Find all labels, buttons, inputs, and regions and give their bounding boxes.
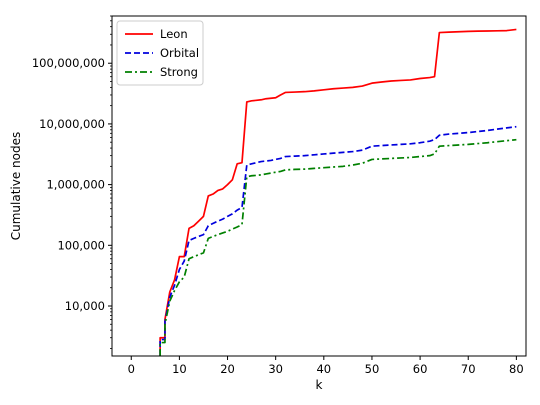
y-tick-label: 1,000,000 bbox=[46, 178, 105, 192]
legend-box bbox=[116, 20, 204, 86]
y-axis: 10,000 100,000 1,000,000 10,000,000 100,000,… bbox=[32, 15, 112, 349]
series-line-strong bbox=[159, 138, 517, 356]
series-line-leon bbox=[159, 28, 517, 356]
x-axis-label: k bbox=[316, 378, 323, 392]
x-tick-label: 70 bbox=[461, 362, 476, 376]
y-tick-label: 10,000,000 bbox=[39, 117, 105, 131]
x-tick-label: 10 bbox=[172, 362, 187, 376]
y-tick-label: 10,000 bbox=[65, 299, 105, 313]
x-tick-label: 80 bbox=[509, 362, 524, 376]
x-tick-label: 60 bbox=[413, 362, 428, 376]
y-tick-label: 100,000 bbox=[57, 238, 105, 252]
legend-label-strong: Strong bbox=[160, 65, 198, 79]
y-axis-label: Cumulative nodes bbox=[9, 132, 23, 241]
legend: Leon Orbital Strong bbox=[116, 20, 204, 86]
x-tick-label: 30 bbox=[268, 362, 283, 376]
x-axis: 0 10 20 30 40 50 60 70 80 bbox=[128, 356, 524, 376]
x-tick-label: 20 bbox=[220, 362, 235, 376]
legend-label-leon: Leon bbox=[160, 27, 188, 41]
x-tick-label: 50 bbox=[365, 362, 380, 376]
y-tick-label: 100,000,000 bbox=[32, 56, 105, 70]
legend-label-orbital: Orbital bbox=[160, 46, 199, 60]
series-layer bbox=[159, 28, 517, 356]
x-tick-label: 0 bbox=[128, 362, 135, 376]
series-line-orbital bbox=[159, 125, 517, 356]
plot-frame bbox=[111, 15, 527, 357]
x-tick-label: 40 bbox=[316, 362, 331, 376]
